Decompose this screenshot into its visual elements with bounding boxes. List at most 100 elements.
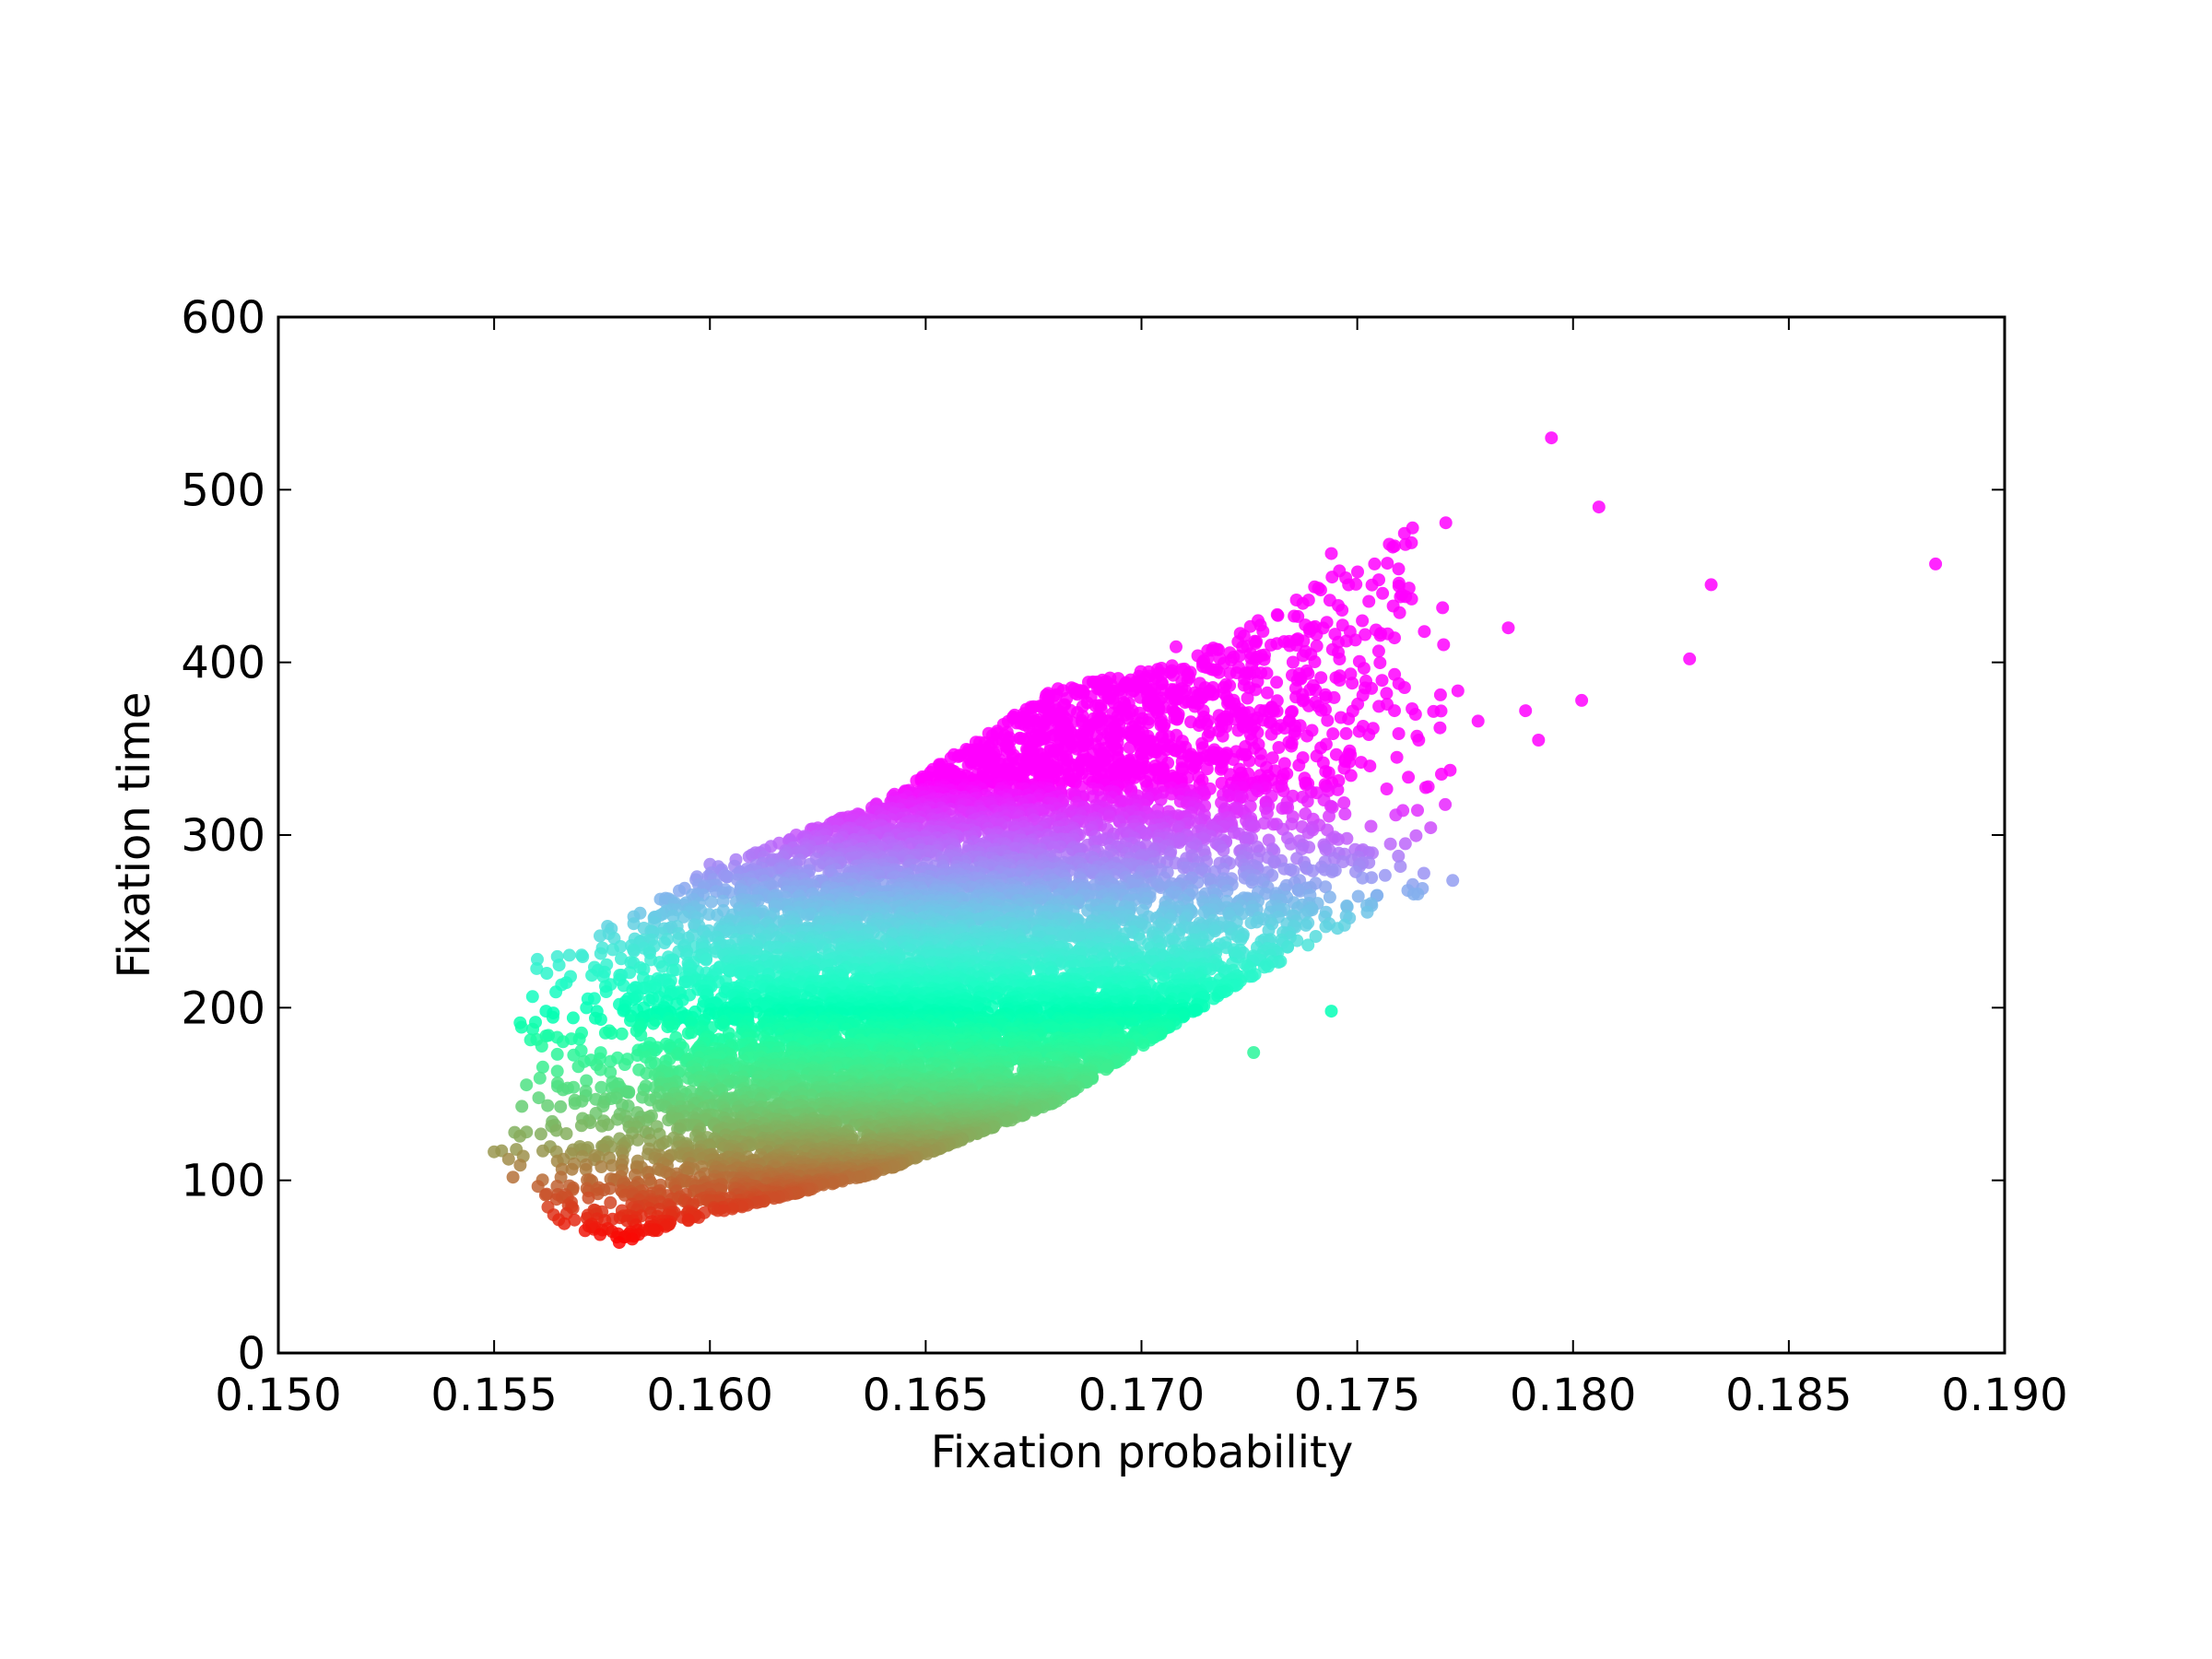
scatter-point xyxy=(1296,596,1310,610)
scatter-point xyxy=(1331,922,1345,935)
scatter-point xyxy=(1393,606,1406,619)
scatter-point xyxy=(1296,649,1310,663)
scatter-point xyxy=(1260,666,1274,680)
scatter-point xyxy=(1178,696,1192,710)
scatter-point xyxy=(1380,782,1394,795)
scatter-point xyxy=(1286,655,1300,669)
scatter-point xyxy=(1683,652,1697,665)
scatter-point xyxy=(1168,693,1182,707)
scatter-point xyxy=(1324,547,1338,560)
scatter-point xyxy=(1408,708,1422,721)
scatter-point xyxy=(1309,683,1323,697)
scatter-point xyxy=(594,929,606,943)
scatter-point xyxy=(1378,868,1392,882)
scatter-point xyxy=(1123,741,1136,755)
scatter-point xyxy=(1359,628,1372,641)
scatter-point xyxy=(1285,739,1299,753)
scatter-point xyxy=(1427,704,1441,718)
scatter-point xyxy=(1323,809,1335,823)
scatter-point xyxy=(1241,691,1254,705)
scatter-point xyxy=(1357,662,1371,676)
scatter-point xyxy=(1300,729,1314,743)
scatter-point xyxy=(1171,712,1184,726)
scatter-point xyxy=(1373,656,1387,670)
scatter-point xyxy=(1360,905,1374,919)
scatter-point xyxy=(1390,750,1404,764)
scatter-point xyxy=(1335,604,1349,617)
scatter-point xyxy=(1402,771,1416,784)
scatter-point xyxy=(1301,938,1315,952)
scatter-point xyxy=(1342,712,1356,725)
scatter-point xyxy=(1244,916,1258,930)
scatter-point xyxy=(1310,628,1324,641)
scatter-point xyxy=(1405,592,1418,606)
scatter-point xyxy=(704,895,718,909)
scatter-point xyxy=(1394,590,1407,604)
scatter-point xyxy=(1406,888,1420,901)
scatter-point xyxy=(1389,808,1403,822)
scatter-point xyxy=(1383,837,1397,851)
scatter-point xyxy=(1257,653,1271,666)
scatter-point xyxy=(1344,769,1358,782)
scatter-point xyxy=(1704,578,1718,592)
scatter-point xyxy=(1362,594,1376,608)
data-points xyxy=(488,431,1943,1250)
scatter-point xyxy=(552,959,566,972)
scatter-point xyxy=(1351,565,1364,579)
scatter-point xyxy=(1271,608,1285,622)
scatter-point xyxy=(1323,890,1336,904)
scatter-point xyxy=(562,948,576,962)
scatter-point xyxy=(1216,729,1230,743)
scatter-point xyxy=(1338,807,1352,821)
scatter-point xyxy=(1249,683,1263,697)
scatter-point xyxy=(1327,690,1341,704)
scatter-point xyxy=(576,950,590,963)
scatter-point xyxy=(1451,684,1465,698)
scatter-point xyxy=(1433,721,1447,735)
scatter-point xyxy=(1206,688,1219,701)
scatter-point xyxy=(1192,719,1206,733)
scatter-point xyxy=(1532,734,1546,747)
scatter-point xyxy=(1436,601,1450,615)
scatter-point xyxy=(1071,688,1084,701)
scatter-point xyxy=(585,969,599,982)
scatter-point xyxy=(1545,431,1559,445)
scatter-point xyxy=(1376,586,1390,600)
scatter-point xyxy=(1365,578,1379,592)
scatter-point xyxy=(1272,741,1286,754)
scatter-point xyxy=(1433,688,1447,701)
scatter-point xyxy=(1392,562,1406,576)
scatter-point xyxy=(1356,871,1370,885)
scatter-point xyxy=(1368,557,1382,571)
scatter-point xyxy=(1371,644,1385,658)
scatter-point xyxy=(1365,681,1379,695)
scatter-point xyxy=(1439,516,1453,530)
scatter-point xyxy=(1276,802,1289,815)
scatter-point xyxy=(1284,837,1298,851)
scatter-point xyxy=(1292,759,1306,772)
scatter-point xyxy=(1409,829,1423,842)
scatter-point xyxy=(1325,571,1339,584)
scatter-point xyxy=(1231,724,1245,737)
scatter-point xyxy=(1342,578,1356,592)
scatter-point xyxy=(1326,727,1340,741)
scatter-point xyxy=(1575,693,1589,707)
scatter-point xyxy=(1243,619,1257,633)
scatter-point xyxy=(1411,804,1424,818)
scatter-point xyxy=(1333,674,1347,687)
scatter-point xyxy=(1217,843,1230,857)
scatter-point xyxy=(1333,653,1347,665)
scatter-point xyxy=(1363,759,1377,773)
scatter-point xyxy=(1356,614,1370,628)
scatter-point xyxy=(1319,920,1333,934)
scatter-point xyxy=(1519,704,1533,718)
scatter-point xyxy=(1437,638,1451,652)
scatter-point xyxy=(1265,727,1278,741)
scatter-point xyxy=(1325,865,1339,878)
scatter-point xyxy=(1261,686,1274,700)
scatter-point xyxy=(1372,700,1386,713)
scatter-point xyxy=(1418,625,1431,639)
scatter-point xyxy=(1412,734,1426,747)
scatter-point xyxy=(1417,866,1430,880)
scatter-point xyxy=(1265,638,1277,652)
